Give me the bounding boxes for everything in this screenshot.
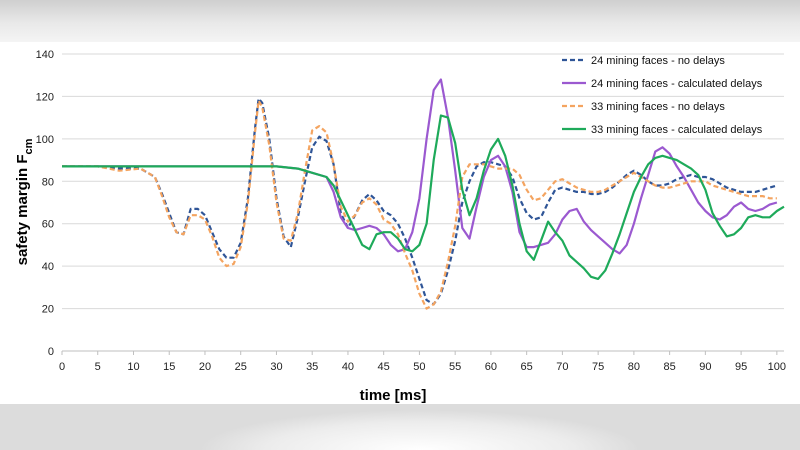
x-tick-label: 60	[485, 361, 497, 373]
y-tick-label: 140	[36, 49, 54, 61]
legend-label-4: 33 mining faces - calculated delays	[591, 124, 763, 136]
bottom-frame-band	[0, 404, 800, 450]
x-tick-label: 10	[127, 361, 139, 373]
x-tick-label: 70	[556, 361, 568, 373]
y-tick-label: 120	[36, 91, 54, 103]
x-tick-label: 100	[768, 361, 786, 373]
series-lines	[62, 78, 785, 310]
x-tick-label: 95	[735, 361, 747, 373]
x-tick-label: 5	[95, 361, 101, 373]
series-line-4	[62, 114, 785, 280]
y-axis-title: safety margin Fcm	[14, 138, 35, 265]
legend: 24 mining faces - no delays 24 mining fac…	[562, 55, 763, 136]
top-frame-band	[0, 0, 800, 42]
legend-label-2: 24 mining faces - calculated delays	[591, 78, 763, 90]
x-axis-title: time [ms]	[360, 387, 427, 404]
axes: 0 20 40 60 80 100 120 140 0 5 10 15 20 25 30 35 40 45 50 55…	[36, 49, 786, 373]
y-tick-label: 20	[42, 304, 54, 316]
gridlines	[62, 53, 784, 310]
x-tick-label: 40	[342, 361, 354, 373]
legend-label-1: 24 mining faces - no delays	[591, 55, 725, 67]
x-tick-label: 45	[378, 361, 390, 373]
x-tick-label: 80	[628, 361, 640, 373]
y-axis-title-main: safety margin F	[14, 155, 31, 266]
y-tick-label: 100	[36, 134, 54, 146]
x-tick-label: 50	[413, 361, 425, 373]
x-tick-label: 35	[306, 361, 318, 373]
y-tick-label: 60	[42, 219, 54, 231]
x-tick-label: 15	[163, 361, 175, 373]
y-tick-label: 80	[42, 176, 54, 188]
y-tick-label: 40	[42, 261, 54, 273]
x-tick-label: 20	[199, 361, 211, 373]
series-line-1	[62, 97, 778, 306]
x-tick-label: 85	[663, 361, 675, 373]
x-tick-label: 90	[699, 361, 711, 373]
x-tick-label: 65	[521, 361, 533, 373]
y-tick-label: 0	[48, 346, 54, 358]
x-tick-label: 0	[59, 361, 65, 373]
x-tick-label: 55	[449, 361, 461, 373]
x-tick-label: 25	[235, 361, 247, 373]
x-tick-label: 75	[592, 361, 604, 373]
x-tick-label: 30	[270, 361, 282, 373]
legend-label-3: 33 mining faces - no delays	[591, 101, 725, 113]
series-line-2	[62, 78, 778, 255]
chart-panel	[0, 42, 800, 404]
y-axis-title-subscript: cm	[23, 138, 35, 154]
